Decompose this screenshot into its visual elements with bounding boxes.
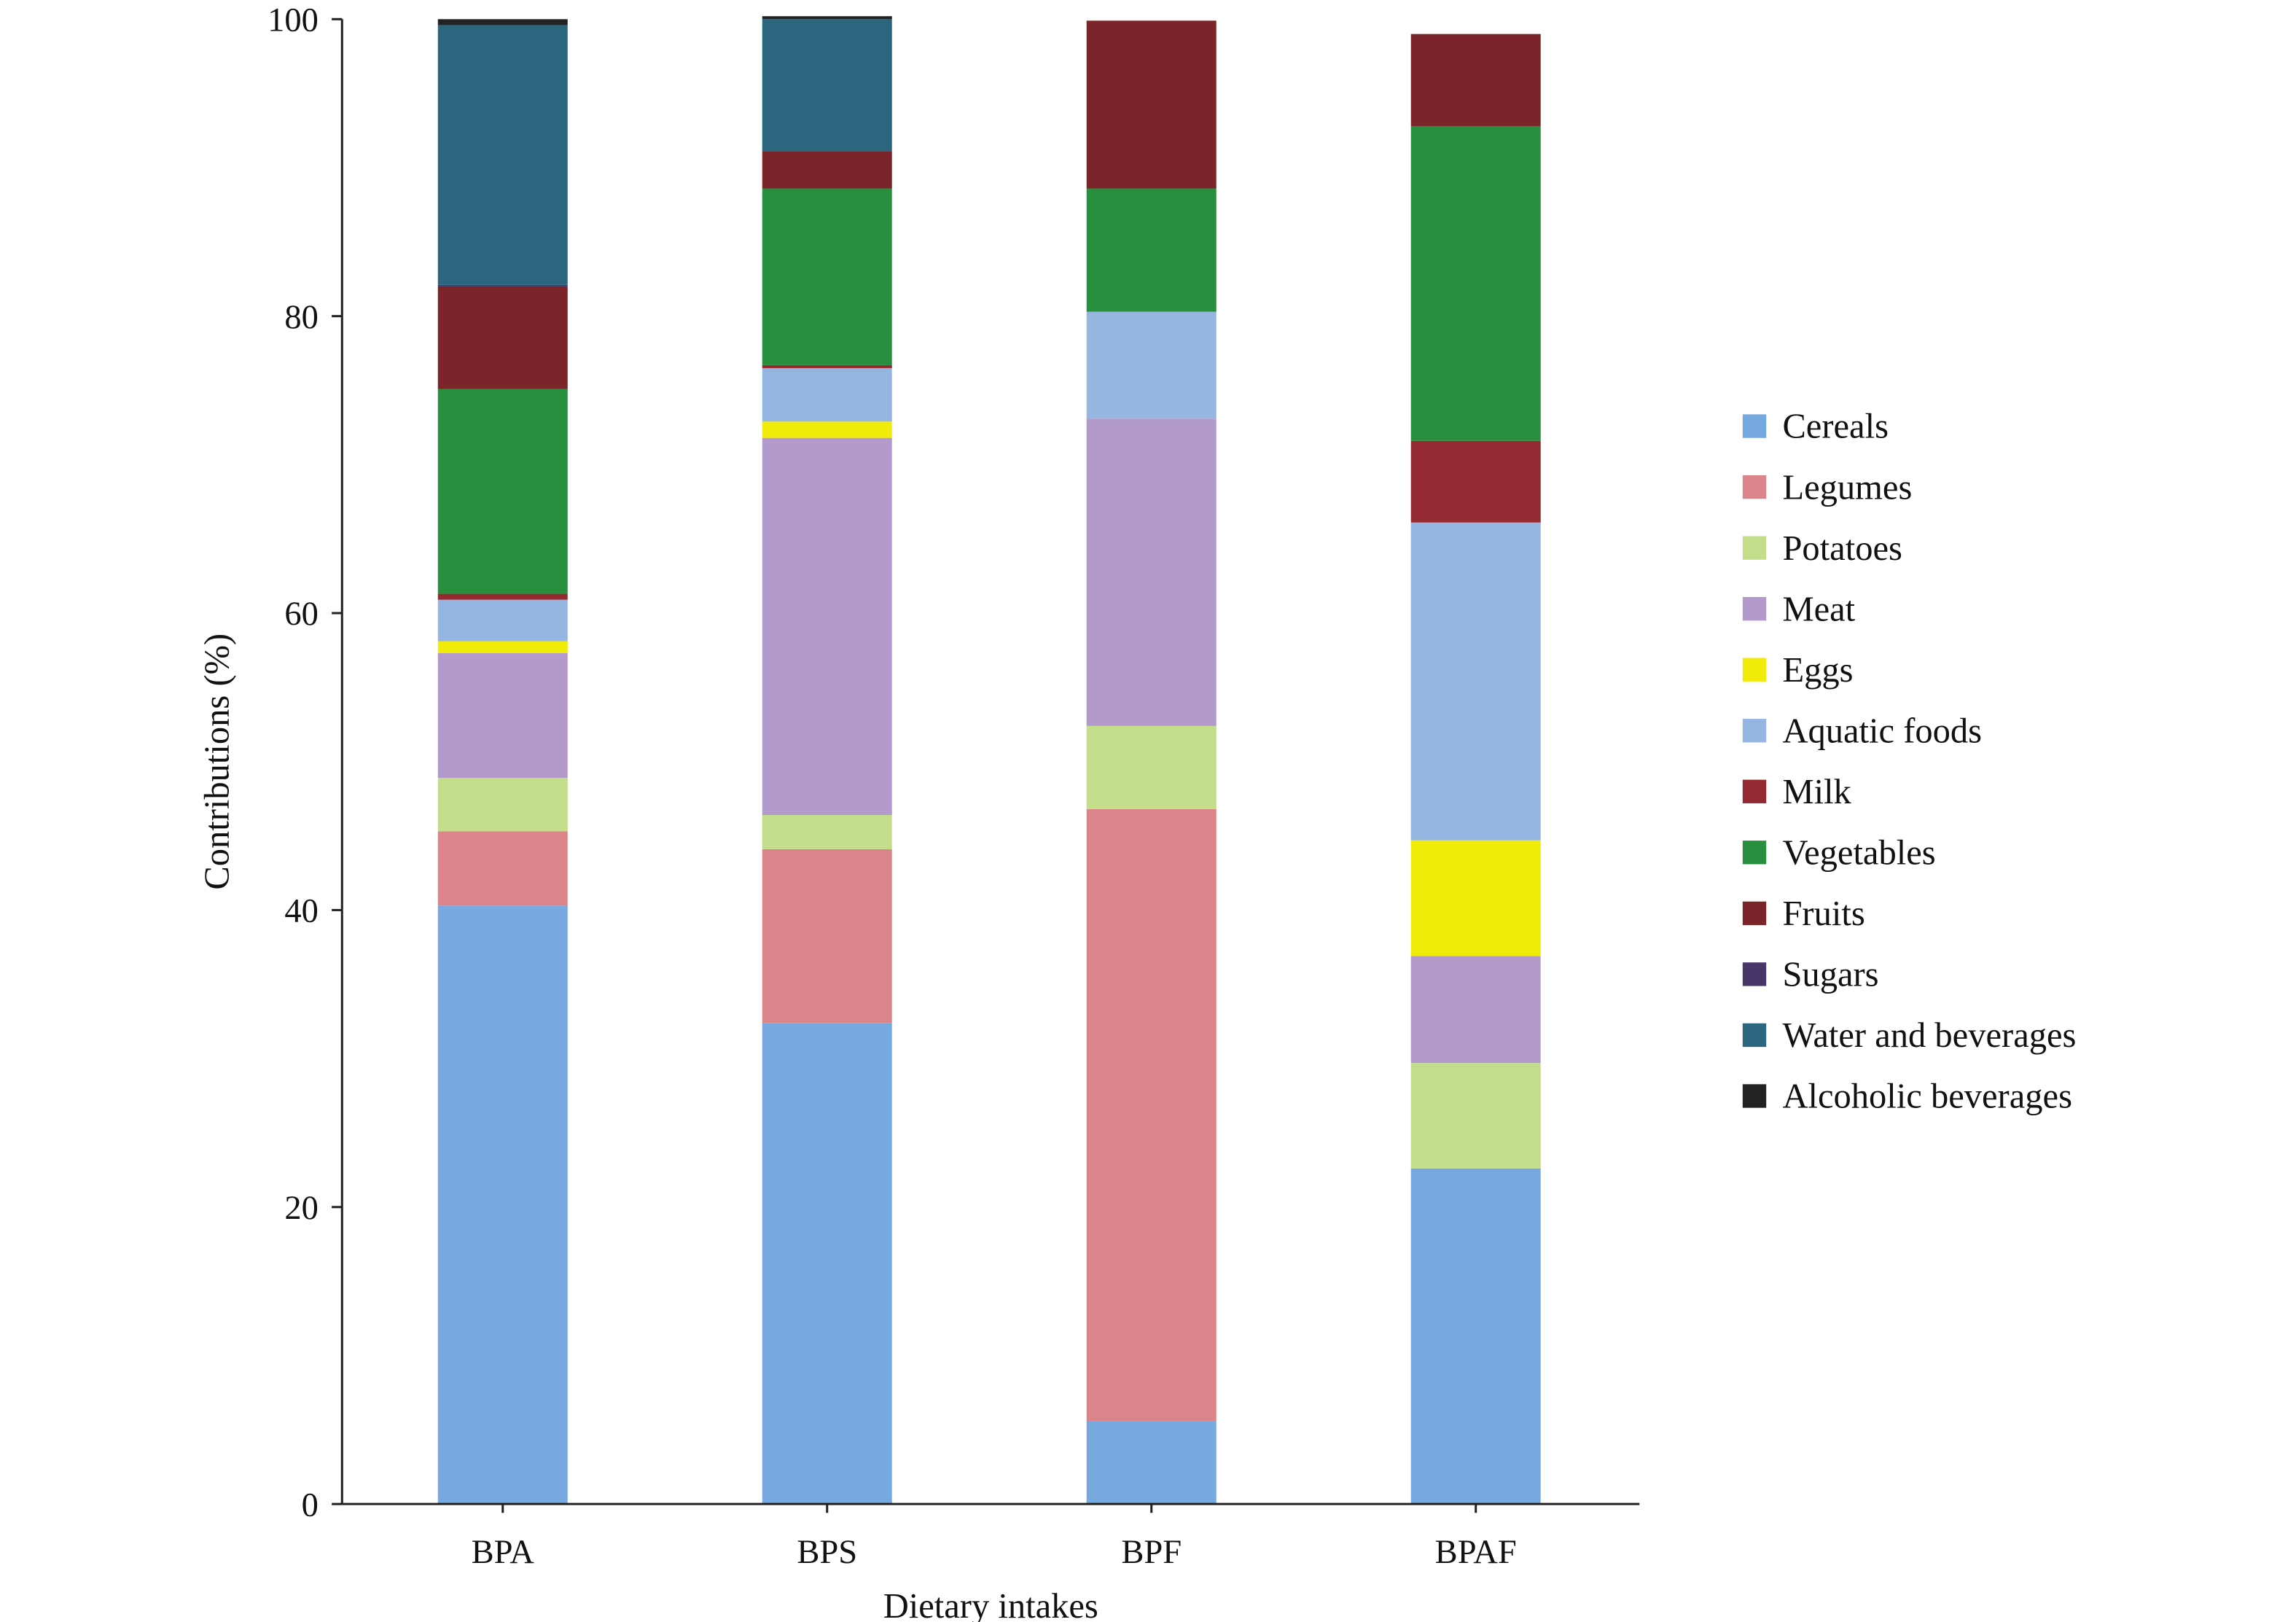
bar-segment-bpaf-aquatic-foods <box>1410 522 1541 841</box>
bar-segment-bpf-vegetables <box>1086 188 1217 312</box>
bar-segment-bpa-legumes <box>437 831 568 906</box>
x-tick-label-bpaf: BPAF <box>1435 1534 1517 1571</box>
bar-bpa <box>437 19 568 1505</box>
bar-segment-bpf-cereals <box>1086 1421 1217 1505</box>
bar-segment-bpa-fruits <box>437 286 568 389</box>
legend-item-potatoes: Potatoes <box>1742 529 1902 568</box>
axes-layer <box>340 19 1640 1505</box>
legend-swatch <box>1742 475 1767 499</box>
bar-segment-bpa-meat <box>437 653 568 779</box>
legend-item-milk: Milk <box>1742 773 1852 811</box>
x-tick-label-bpf: BPF <box>1121 1534 1182 1571</box>
x-ticks: BPA BPS BPF BPAF <box>472 1504 1517 1571</box>
bar-segment-bps-vegetables <box>762 188 892 365</box>
bar-bpaf <box>1410 34 1541 1505</box>
y-tick-label: 20 <box>284 1190 319 1227</box>
legend-swatch <box>1742 536 1767 560</box>
bar-segment-bpa-cereals <box>437 905 568 1505</box>
legend-item-cereals: Cereals <box>1742 408 1889 446</box>
bar-segment-bpf-meat <box>1086 418 1217 726</box>
bar-segment-bps-water-and-beverages <box>762 19 892 152</box>
bar-segment-bpf-potatoes <box>1086 725 1217 809</box>
bar-segment-bpa-aquatic-foods <box>437 599 568 642</box>
legend-label: Water and beverages <box>1782 1016 2076 1055</box>
legend-swatch <box>1742 414 1767 438</box>
bar-segment-bpaf-eggs <box>1410 840 1541 956</box>
bars-layer <box>437 16 1541 1505</box>
bar-segment-bpa-alcoholic-beverages <box>437 19 568 26</box>
bar-segment-bpaf-vegetables <box>1410 125 1541 441</box>
legend-item-alcoholic-beverages: Alcoholic beverages <box>1742 1077 2072 1116</box>
legend-label: Fruits <box>1782 894 1864 933</box>
legend-item-eggs: Eggs <box>1742 651 1854 690</box>
bar-segment-bps-alcoholic-beverages <box>762 16 892 20</box>
legend-item-aquatic-foods: Aquatic foods <box>1742 711 1982 750</box>
legend-swatch <box>1742 1023 1767 1048</box>
y-tick-label: 40 <box>284 893 319 930</box>
legend-label: Potatoes <box>1782 529 1902 568</box>
legend-swatch <box>1742 779 1767 803</box>
bar-segment-bpaf-meat <box>1410 956 1541 1064</box>
bar-segment-bpa-vegetables <box>437 389 568 594</box>
legend-swatch <box>1742 596 1767 621</box>
y-tick-label: 80 <box>284 299 319 336</box>
legend-label: Alcoholic beverages <box>1782 1077 2072 1116</box>
legend-item-water-and-beverages: Water and beverages <box>1742 1016 2076 1055</box>
y-tick-label: 100 <box>268 1 319 39</box>
legend-swatch <box>1742 1084 1767 1108</box>
x-axis-title: Dietary intakes <box>883 1587 1098 1622</box>
legend-label: Meat <box>1782 590 1855 628</box>
legend-label: Milk <box>1782 773 1851 811</box>
bar-segment-bpaf-cereals <box>1410 1168 1541 1505</box>
legend-item-vegetables: Vegetables <box>1742 834 1936 873</box>
legend: Cereals Legumes Potatoes Meat Eggs Aquatic fo… <box>1742 408 2076 1116</box>
bar-segment-bps-aquatic-foods <box>762 367 892 422</box>
bar-bps <box>762 16 892 1505</box>
legend-swatch <box>1742 719 1767 743</box>
legend-swatch <box>1742 658 1767 682</box>
bar-segment-bps-cereals <box>762 1023 892 1505</box>
bar-segment-bpa-water-and-beverages <box>437 25 568 285</box>
legend-item-fruits: Fruits <box>1742 894 1865 933</box>
legend-item-sugars: Sugars <box>1742 956 1879 994</box>
bar-segment-bps-fruits <box>762 151 892 189</box>
legend-swatch <box>1742 841 1767 865</box>
y-tick-label: 0 <box>302 1486 319 1524</box>
y-ticks: 0 20 40 60 80 100 <box>268 1 343 1524</box>
legend-item-meat: Meat <box>1742 590 1856 628</box>
bar-segment-bpa-potatoes <box>437 778 568 832</box>
legend-swatch <box>1742 962 1767 986</box>
bar-segment-bpf-aquatic-foods <box>1086 311 1217 419</box>
bar-segment-bps-milk <box>762 364 892 368</box>
legend-label: Eggs <box>1782 651 1853 690</box>
bar-segment-bpa-sugars <box>437 284 568 286</box>
legend-label: Sugars <box>1782 956 1878 994</box>
bar-segment-bpf-legumes <box>1086 808 1217 1422</box>
bar-segment-bps-legumes <box>762 849 892 1024</box>
bar-segment-bpa-eggs <box>437 641 568 654</box>
legend-label: Cereals <box>1782 408 1889 446</box>
x-tick-label-bps: BPS <box>797 1534 857 1571</box>
legend-item-legumes: Legumes <box>1742 468 1912 507</box>
legend-swatch <box>1742 901 1767 926</box>
bar-segment-bpa-milk <box>437 593 568 600</box>
y-tick-label: 60 <box>284 596 319 633</box>
bar-segment-bps-meat <box>762 437 892 816</box>
x-tick-label-bpa: BPA <box>472 1534 535 1571</box>
bar-segment-bpf-fruits <box>1086 20 1217 189</box>
bar-segment-bpaf-milk <box>1410 440 1541 523</box>
y-axis-title: Contributions (%) <box>198 633 237 890</box>
legend-label: Aquatic foods <box>1782 711 1982 750</box>
bar-segment-bps-eggs <box>762 421 892 438</box>
legend-label: Vegetables <box>1782 834 1935 873</box>
legend-label: Legumes <box>1782 468 1912 507</box>
bar-segment-bpaf-potatoes <box>1410 1063 1541 1169</box>
bar-segment-bpaf-fruits <box>1410 34 1541 126</box>
bar-segment-bps-potatoes <box>762 815 892 849</box>
bar-bpf <box>1086 20 1217 1505</box>
